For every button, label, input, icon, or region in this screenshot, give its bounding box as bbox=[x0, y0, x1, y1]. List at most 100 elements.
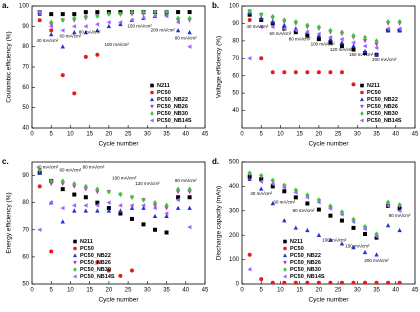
data-point bbox=[270, 280, 275, 285]
data-point bbox=[175, 205, 181, 210]
y-tick-label: 80 bbox=[22, 44, 29, 50]
x-tick-label: 15 bbox=[86, 288, 93, 294]
x-tick-label: 10 bbox=[67, 132, 74, 138]
annotation: 150 mA/cm² bbox=[349, 52, 374, 57]
data-point bbox=[259, 15, 264, 20]
data-point bbox=[129, 18, 134, 23]
legend-label: N211 bbox=[80, 239, 93, 245]
legend-label: N211 bbox=[367, 83, 380, 89]
data-point bbox=[374, 52, 379, 57]
data-point bbox=[247, 267, 252, 272]
data-point bbox=[270, 19, 275, 24]
y-tick-label: 60 bbox=[232, 73, 239, 79]
data-point bbox=[49, 12, 54, 17]
data-point bbox=[164, 9, 169, 15]
data-point bbox=[37, 184, 42, 189]
x-tick-label: 45 bbox=[202, 132, 209, 138]
legend-marker bbox=[360, 83, 364, 88]
data-point bbox=[72, 15, 77, 21]
x-tick-label: 35 bbox=[163, 132, 170, 138]
annotation: 80 mA/cm² bbox=[293, 208, 315, 213]
x-tick-label: 35 bbox=[373, 132, 380, 138]
data-point bbox=[293, 70, 298, 75]
data-point bbox=[328, 36, 333, 41]
data-point bbox=[328, 206, 333, 211]
x-tick-label: 40 bbox=[392, 288, 399, 294]
data-point bbox=[187, 205, 192, 210]
y-tick-label: 70 bbox=[232, 56, 239, 62]
annotation: 200 mA/cm² bbox=[151, 28, 176, 33]
data-point bbox=[339, 40, 345, 45]
y-tick-label: 70 bbox=[22, 227, 29, 233]
legend-marker bbox=[360, 104, 364, 109]
data-point bbox=[95, 208, 100, 213]
legend-label: N211 bbox=[157, 83, 170, 89]
legend-marker bbox=[73, 246, 77, 251]
data-point bbox=[282, 218, 287, 223]
data-point bbox=[94, 203, 100, 208]
data-point bbox=[270, 184, 275, 189]
data-point bbox=[270, 201, 275, 206]
annotation: 80 mA/cm² bbox=[389, 213, 411, 218]
data-point bbox=[397, 280, 402, 285]
data-point bbox=[37, 167, 42, 173]
annotation: 40 mA/cm² bbox=[36, 38, 58, 43]
legend-marker bbox=[73, 239, 77, 244]
data-point bbox=[247, 8, 252, 14]
data-point bbox=[37, 18, 42, 23]
data-point bbox=[175, 190, 181, 195]
y-tick-label: 80 bbox=[232, 38, 239, 44]
legend-label: PC50_NB26 bbox=[290, 260, 321, 266]
legend-label: PC50_NB14S bbox=[290, 274, 325, 280]
x-tick-label: 5 bbox=[50, 132, 54, 138]
data-point bbox=[282, 22, 287, 27]
data-point bbox=[164, 230, 169, 235]
data-point bbox=[164, 211, 169, 216]
data-point bbox=[374, 42, 379, 47]
y-tick-label: 400 bbox=[229, 184, 240, 190]
x-tick-label: 40 bbox=[182, 132, 189, 138]
x-tick-label: 20 bbox=[316, 132, 323, 138]
y-tick-label: 0 bbox=[236, 282, 240, 288]
x-tick-label: 45 bbox=[412, 288, 419, 294]
data-point bbox=[282, 189, 287, 194]
data-point bbox=[175, 197, 180, 203]
data-point bbox=[362, 39, 368, 44]
data-point bbox=[305, 33, 310, 38]
x-tick-label: 10 bbox=[67, 288, 74, 294]
data-point bbox=[118, 191, 123, 198]
annotation: 100 mA/cm² bbox=[112, 175, 137, 180]
legend-label: N211 bbox=[290, 239, 303, 245]
plot-frame bbox=[31, 161, 206, 285]
data-point bbox=[374, 280, 379, 285]
data-point bbox=[259, 177, 264, 182]
legend-label: PC50_NB14S bbox=[80, 274, 115, 280]
data-point bbox=[49, 178, 54, 184]
legend-marker bbox=[283, 260, 287, 265]
data-point bbox=[328, 280, 333, 285]
data-point bbox=[60, 17, 65, 23]
legend-label: PC50_NB22 bbox=[80, 253, 111, 259]
data-point bbox=[164, 213, 169, 219]
legend-marker bbox=[283, 253, 287, 258]
data-point bbox=[164, 202, 169, 208]
data-point bbox=[187, 186, 192, 192]
data-point bbox=[176, 10, 181, 15]
data-point bbox=[339, 70, 344, 75]
data-point bbox=[83, 30, 89, 35]
data-point bbox=[328, 40, 333, 45]
data-point bbox=[305, 280, 310, 285]
data-point bbox=[259, 186, 264, 191]
y-tick-label: 100 bbox=[19, 4, 30, 10]
x-tick-label: 0 bbox=[240, 132, 244, 138]
data-point bbox=[305, 22, 310, 28]
y-tick-label: 50 bbox=[232, 91, 239, 97]
data-point bbox=[106, 11, 111, 17]
x-tick-label: 35 bbox=[163, 288, 170, 294]
data-point bbox=[305, 227, 310, 233]
data-point bbox=[397, 206, 402, 211]
data-point bbox=[247, 174, 252, 179]
data-point bbox=[153, 200, 158, 206]
y-tick-label: 50 bbox=[22, 105, 29, 111]
data-point bbox=[304, 195, 310, 200]
